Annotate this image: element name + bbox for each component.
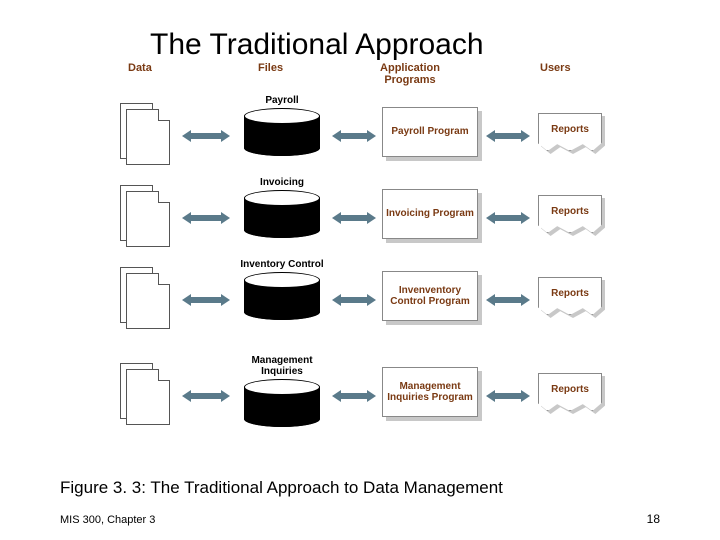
file-cylinder: Management Inquiries bbox=[238, 355, 326, 427]
arrow-icon bbox=[332, 131, 376, 141]
arrow-icon bbox=[486, 213, 530, 223]
diagram-row: Payroll Payroll Program Reports bbox=[120, 95, 610, 177]
program-label: Invoicing Program bbox=[382, 189, 478, 239]
arrow-icon bbox=[182, 391, 230, 401]
data-document-icon bbox=[120, 103, 170, 165]
program-label: Management Inquiries Program bbox=[382, 367, 478, 417]
file-label: Inventory Control bbox=[238, 259, 326, 270]
arrow-icon bbox=[332, 391, 376, 401]
program-label: Payroll Program bbox=[382, 107, 478, 157]
page-number: 18 bbox=[647, 512, 660, 526]
report-label: Reports bbox=[538, 113, 602, 151]
footer-course: MIS 300, Chapter 3 bbox=[60, 514, 155, 526]
arrow-icon bbox=[486, 131, 530, 141]
header-programs: Application Programs bbox=[370, 62, 450, 86]
arrow-icon bbox=[486, 391, 530, 401]
report-label: Reports bbox=[538, 195, 602, 233]
diagram-area: PayrollPayroll ProgramReportsInvoicingIn… bbox=[120, 95, 610, 451]
program-box: Invoicing Program bbox=[382, 189, 478, 239]
file-cylinder: Payroll bbox=[238, 95, 326, 156]
file-label: Management Inquiries bbox=[238, 355, 326, 377]
program-box: Management Inquiries Program bbox=[382, 367, 478, 417]
diagram-row: Management Inquiries Management Inquiries… bbox=[120, 355, 610, 451]
report-label: Reports bbox=[538, 277, 602, 315]
diagram-row: Invoicing Invoicing Program Reports bbox=[120, 177, 610, 259]
file-label: Payroll bbox=[238, 95, 326, 106]
header-files: Files bbox=[258, 62, 283, 74]
report-output: Reports bbox=[538, 113, 606, 151]
program-label: Invenventory Control Program bbox=[382, 271, 478, 321]
data-document-icon bbox=[120, 185, 170, 247]
figure-caption: Figure 3. 3: The Traditional Approach to… bbox=[60, 478, 503, 498]
arrow-icon bbox=[182, 213, 230, 223]
program-box: Invenventory Control Program bbox=[382, 271, 478, 321]
diagram-row: Inventory Control Invenventory Control Pr… bbox=[120, 259, 610, 355]
arrow-icon bbox=[182, 295, 230, 305]
arrow-icon bbox=[332, 213, 376, 223]
header-data: Data bbox=[128, 62, 152, 74]
report-output: Reports bbox=[538, 373, 606, 411]
file-cylinder: Inventory Control bbox=[238, 259, 326, 320]
report-label: Reports bbox=[538, 373, 602, 411]
report-output: Reports bbox=[538, 195, 606, 233]
report-output: Reports bbox=[538, 277, 606, 315]
file-label: Invoicing bbox=[238, 177, 326, 188]
file-cylinder: Invoicing bbox=[238, 177, 326, 238]
slide-title: The Traditional Approach bbox=[150, 28, 484, 62]
arrow-icon bbox=[332, 295, 376, 305]
data-document-icon bbox=[120, 267, 170, 329]
program-box: Payroll Program bbox=[382, 107, 478, 157]
header-users: Users bbox=[540, 62, 571, 74]
data-document-icon bbox=[120, 363, 170, 425]
arrow-icon bbox=[182, 131, 230, 141]
arrow-icon bbox=[486, 295, 530, 305]
